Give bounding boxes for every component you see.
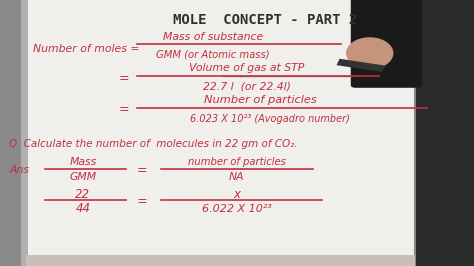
Text: Number of particles: Number of particles bbox=[204, 95, 317, 105]
Text: =: = bbox=[137, 164, 147, 177]
Bar bbox=[415, 0, 474, 266]
Bar bbox=[21, 0, 28, 266]
Text: 6.022 X 10²³: 6.022 X 10²³ bbox=[202, 204, 272, 214]
Text: 44: 44 bbox=[75, 202, 91, 214]
Text: =: = bbox=[118, 103, 129, 116]
Bar bbox=[26, 0, 415, 266]
Text: Mass of substance: Mass of substance bbox=[163, 32, 264, 42]
Text: NA: NA bbox=[229, 172, 245, 182]
Ellipse shape bbox=[346, 37, 393, 69]
Text: number of particles: number of particles bbox=[188, 157, 286, 167]
Text: 22.7 l  (or 22.4l): 22.7 l (or 22.4l) bbox=[202, 81, 291, 92]
FancyBboxPatch shape bbox=[351, 0, 422, 88]
Text: Volume of gas at STP: Volume of gas at STP bbox=[189, 63, 304, 73]
Text: Mass: Mass bbox=[69, 157, 97, 167]
Text: x: x bbox=[234, 188, 240, 201]
Text: GMM (or Atomic mass): GMM (or Atomic mass) bbox=[156, 49, 270, 60]
Text: =: = bbox=[118, 72, 129, 85]
Bar bbox=[337, 59, 385, 72]
Text: GMM: GMM bbox=[69, 172, 97, 182]
Bar bbox=[26, 255, 415, 266]
Text: Number of moles =: Number of moles = bbox=[33, 44, 140, 54]
Text: Q. Calculate the number of  molecules in 22 gm of CO₂.: Q. Calculate the number of molecules in … bbox=[9, 139, 298, 149]
Bar bbox=[0, 0, 26, 266]
Text: =: = bbox=[137, 195, 147, 208]
Text: 6.023 X 10²³ (Avogadro number): 6.023 X 10²³ (Avogadro number) bbox=[190, 114, 350, 124]
Text: MOLE  CONCEPT - PART 2: MOLE CONCEPT - PART 2 bbox=[173, 13, 357, 27]
Text: Ans: Ans bbox=[9, 165, 29, 175]
Text: 22: 22 bbox=[75, 188, 91, 201]
